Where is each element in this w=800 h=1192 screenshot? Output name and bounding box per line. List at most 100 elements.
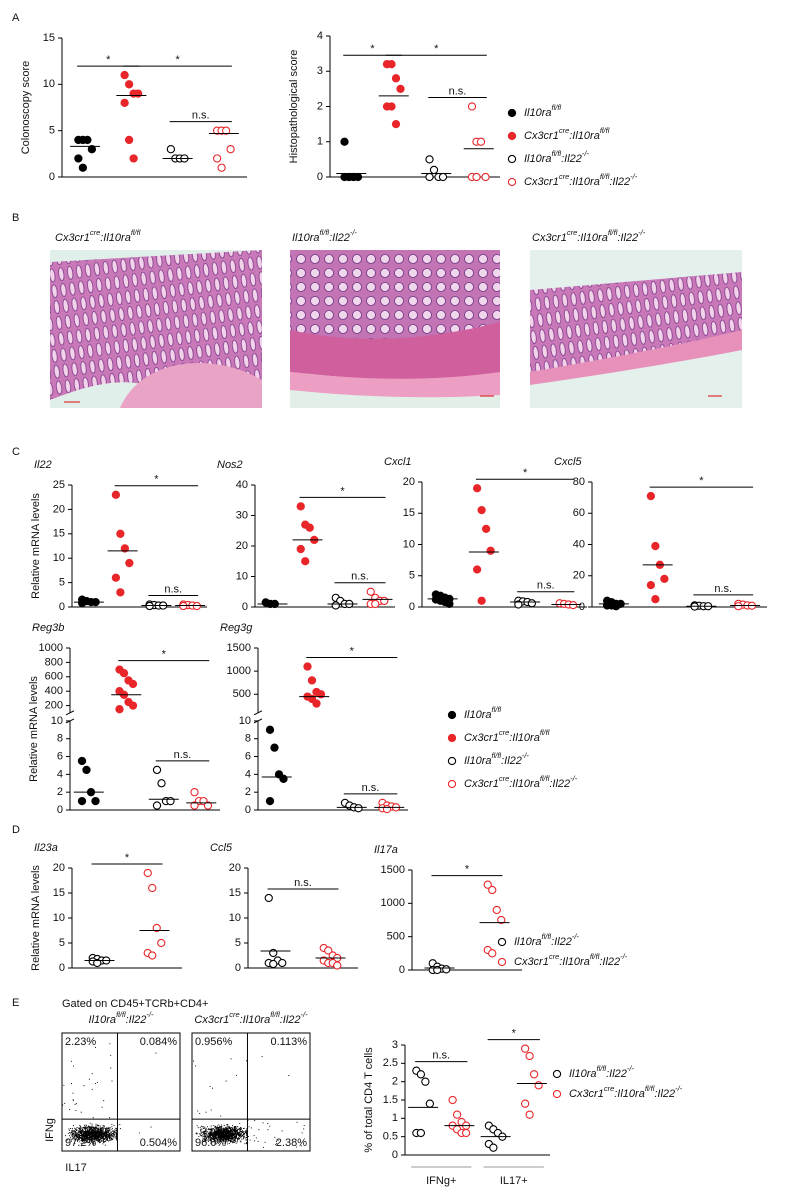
micrograph-title-part: Cx3cr1 bbox=[55, 232, 90, 244]
legend-label-part: :Il22 bbox=[654, 1088, 675, 1100]
data-point bbox=[296, 502, 305, 511]
data-point bbox=[492, 905, 501, 915]
legend-label-part: :Il10ra bbox=[569, 130, 600, 142]
data-point bbox=[734, 602, 743, 611]
y-tick-label: 80 bbox=[573, 476, 585, 488]
data-point bbox=[382, 804, 392, 814]
y-tick-label: 0 bbox=[392, 1149, 398, 1161]
y-tick-label: 10 bbox=[53, 912, 65, 924]
data-point bbox=[461, 1128, 471, 1138]
y-tick-label: 8 bbox=[245, 733, 251, 745]
flow-title-part: :Il22 bbox=[126, 1014, 147, 1026]
flow-frame bbox=[61, 1032, 181, 1152]
y-tick-label: 1000 bbox=[381, 897, 405, 909]
micrograph-title: Cx3cr1cre:Il10rafl/fl:Il22-/- bbox=[532, 228, 646, 243]
legend-label-part: cre bbox=[499, 774, 509, 783]
quadrant-label: 0.504% bbox=[140, 1137, 178, 1149]
y-tick-label: 1 bbox=[392, 1112, 398, 1124]
y-tick-label: 20 bbox=[236, 540, 248, 552]
data-point bbox=[660, 574, 669, 584]
micrograph-title-part: :Il10ra bbox=[577, 232, 608, 244]
legend-label: Cx3cr1cre:Il10rafl/fl bbox=[524, 126, 610, 141]
y-axis-label: Relative mRNA levels bbox=[30, 865, 42, 971]
legend-label-part: cre bbox=[604, 1084, 614, 1093]
data-point bbox=[396, 84, 405, 94]
data-point bbox=[481, 172, 490, 182]
micrograph-title-part: :Il22 bbox=[329, 232, 350, 244]
micrograph-title-part: fl/fl bbox=[320, 228, 330, 237]
y-tick-label: 10 bbox=[51, 715, 63, 727]
flow-title-part: :Il22 bbox=[280, 1014, 301, 1026]
data-point bbox=[452, 1110, 462, 1119]
y-tick-label: 6 bbox=[245, 750, 251, 762]
legend-marker bbox=[507, 108, 517, 118]
data-point bbox=[120, 70, 129, 80]
data-point bbox=[78, 163, 88, 172]
significance-label: * bbox=[434, 43, 439, 55]
data-point bbox=[128, 679, 138, 689]
flow-title-part: -/- bbox=[301, 1010, 309, 1019]
data-point bbox=[442, 965, 451, 974]
data-point bbox=[93, 958, 102, 968]
panel-letter: B bbox=[12, 212, 19, 224]
data-point bbox=[476, 137, 486, 146]
legend-label-part: :Il10ra bbox=[569, 176, 600, 188]
legend-label: Cx3cr1cre:Il10rafl/fl bbox=[464, 728, 550, 743]
y-axis-label: Histopathological score bbox=[288, 50, 300, 164]
gate-note: Gated on CD45+TCRb+CD4+ bbox=[62, 998, 208, 1010]
micrograph-2 bbox=[290, 250, 500, 408]
flow-title-part: cre bbox=[229, 1010, 239, 1019]
legend-label-part: fl/fl bbox=[492, 705, 502, 714]
data-point bbox=[472, 484, 482, 493]
data-point bbox=[305, 523, 314, 532]
y-tick-label: 0 bbox=[579, 601, 585, 613]
legend-label-part: -/- bbox=[620, 952, 628, 961]
legend-label-part: :Il10ra bbox=[509, 778, 540, 790]
y-tick-label: 2.5 bbox=[383, 1057, 398, 1069]
flow-title-part: fl/fl bbox=[116, 1010, 126, 1019]
data-point bbox=[91, 796, 100, 806]
data-point bbox=[301, 557, 310, 566]
data-point bbox=[611, 602, 621, 611]
y-axis-label: Colonoscopy score bbox=[20, 61, 32, 155]
y-tick-label: 5 bbox=[409, 570, 415, 582]
significance-label: n.s. bbox=[537, 580, 555, 592]
y-tick-label: 15 bbox=[53, 528, 65, 540]
data-point bbox=[77, 796, 87, 806]
y-tick-label: 2 bbox=[245, 786, 251, 798]
flow-frame bbox=[191, 1032, 311, 1152]
data-point bbox=[221, 126, 231, 135]
data-point bbox=[264, 893, 273, 903]
data-point bbox=[646, 491, 656, 501]
data-point bbox=[226, 145, 235, 154]
data-point bbox=[488, 949, 497, 958]
legend-label-part: Il10ra bbox=[464, 709, 492, 721]
data-point bbox=[278, 958, 287, 968]
legend-marker bbox=[447, 733, 457, 743]
y-tick-label: 10 bbox=[43, 78, 55, 90]
micrograph-title-part: -/- bbox=[350, 228, 358, 237]
data-point bbox=[387, 102, 396, 111]
data-point bbox=[307, 676, 317, 685]
y-tick-label: 10 bbox=[229, 912, 241, 924]
data-point bbox=[529, 1070, 539, 1079]
y-tick-label: 4 bbox=[57, 768, 63, 780]
y-tick-label: 0 bbox=[49, 171, 55, 183]
flow-x-label: IL17 bbox=[65, 1162, 86, 1174]
quadrant-label: 0.084% bbox=[140, 1036, 178, 1048]
quadrant-label: 96.6% bbox=[195, 1137, 226, 1149]
micrograph-title-part: fl/fl bbox=[608, 228, 618, 237]
legend-label-part: fl/fl bbox=[540, 728, 550, 737]
y-tick-label: 0.5 bbox=[383, 1131, 398, 1143]
micrograph-1 bbox=[50, 250, 262, 408]
significance-label: n.s. bbox=[164, 583, 182, 595]
panel-letter: C bbox=[12, 446, 20, 458]
data-point bbox=[269, 959, 278, 969]
y-tick-label: 5 bbox=[59, 937, 65, 949]
quadrant-label: 2.38% bbox=[276, 1137, 307, 1149]
data-point bbox=[116, 529, 125, 538]
data-point bbox=[497, 915, 506, 925]
flow-title: Il10rafl/fl:Il22-/- bbox=[89, 1010, 154, 1025]
significance-label: * bbox=[125, 852, 130, 864]
significance-label: n.s. bbox=[192, 110, 210, 122]
